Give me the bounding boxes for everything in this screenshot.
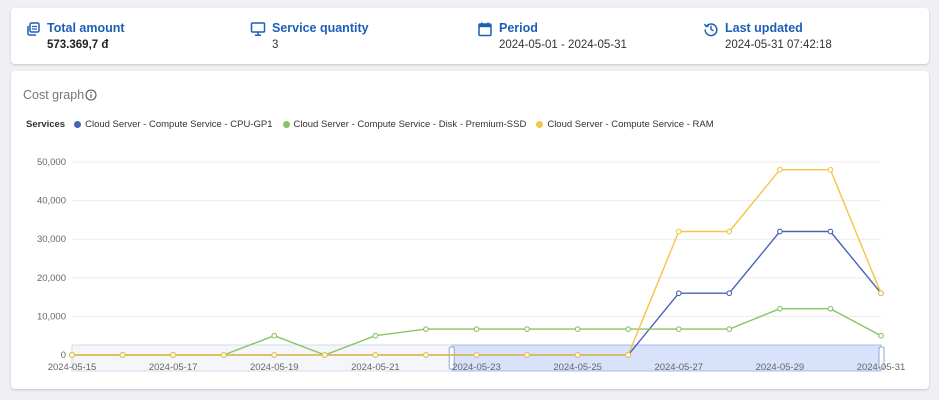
y-tick-label: 10,000 xyxy=(37,311,66,322)
period-label: Period xyxy=(499,21,538,35)
zoom-slider-selection[interactable] xyxy=(451,344,882,372)
legend-item-ram[interactable]: Cloud Server - Compute Service - RAM xyxy=(536,119,714,130)
calendar-icon xyxy=(478,22,492,37)
series-line-0 xyxy=(72,230,882,356)
series-point-2 xyxy=(321,352,328,358)
series-point-2 xyxy=(220,352,227,358)
series-point-2 xyxy=(271,352,278,358)
series-point-0 xyxy=(726,290,733,297)
monitor-icon xyxy=(250,22,266,36)
series-point-1 xyxy=(271,332,278,339)
series-point-1 xyxy=(777,305,783,312)
x-tick-label: 2024-05-27 xyxy=(654,362,703,373)
series-point-1 xyxy=(524,326,530,332)
last-updated-value: 2024-05-31 07:42:18 xyxy=(725,39,832,51)
x-tick-label: 2024-05-21 xyxy=(351,362,400,373)
service-quantity-label: Service quantity xyxy=(272,21,369,35)
x-tick-label: 2024-05-23 xyxy=(452,362,501,373)
series-point-1 xyxy=(675,326,682,332)
series-point-0 xyxy=(675,290,682,297)
series-point-0 xyxy=(827,228,834,235)
series-point-1 xyxy=(625,326,632,332)
series-point-2 xyxy=(69,352,75,358)
series-point-2 xyxy=(827,166,834,173)
info-icon[interactable] xyxy=(85,89,97,101)
y-tick-label: 50,000 xyxy=(37,157,66,168)
layers-icon xyxy=(27,22,40,36)
series-point-2 xyxy=(372,352,379,358)
total-amount-value: 573.369,7 đ xyxy=(47,39,109,51)
series-point-2 xyxy=(625,352,632,358)
service-quantity-value: 3 xyxy=(272,39,279,51)
x-tick-label: 2024-05-19 xyxy=(250,362,299,373)
history-icon xyxy=(703,23,718,37)
y-tick-label: 20,000 xyxy=(37,273,66,284)
y-tick-label: 40,000 xyxy=(37,196,66,207)
period-value: 2024-05-01 - 2024-05-31 xyxy=(499,39,627,51)
total-amount-label: Total amount xyxy=(47,21,125,35)
x-tick-label: 2024-05-29 xyxy=(756,362,805,373)
series-point-2 xyxy=(675,228,682,235)
x-tick-label: 2024-05-25 xyxy=(553,362,602,373)
series-point-2 xyxy=(726,228,733,235)
zoom-slider-end-handle[interactable] xyxy=(878,346,885,370)
x-tick-label: 2024-05-17 xyxy=(149,362,198,373)
chart-legend: Services Cloud Server - Compute Service … xyxy=(26,119,724,130)
legend-dot-cpu xyxy=(74,121,82,128)
zoom-slider-start-handle[interactable] xyxy=(448,346,455,370)
legend-label-cpu: Cloud Server - Compute Service - CPU-GP1 xyxy=(85,119,273,130)
series-point-2 xyxy=(119,352,126,358)
series-point-2 xyxy=(574,352,581,358)
series-point-2 xyxy=(777,166,783,173)
cost-line-chart: 0 10,000 20,000 30,000 40,000 50,000 2024-05-1… xyxy=(37,157,906,373)
series-point-1 xyxy=(827,305,834,312)
x-tick-label: 2024-05-15 xyxy=(48,362,97,373)
cost-graph-card: Cost graph Services Cloud Server - Compu… xyxy=(11,71,929,389)
series-point-2 xyxy=(473,352,480,358)
y-tick-label: 30,000 xyxy=(37,234,66,245)
x-tick-label: 2024-05-31 xyxy=(857,362,906,373)
y-tick-label: 0 xyxy=(61,350,66,361)
legend-dot-disk xyxy=(282,121,290,128)
series-point-1 xyxy=(372,332,379,339)
cost-graph-title: Cost graph xyxy=(23,88,85,102)
legend-title: Services xyxy=(26,119,66,130)
series-point-2 xyxy=(170,352,176,358)
series-point-0 xyxy=(777,228,783,235)
summary-card: Total amount 573.369,7 đ Service quantit… xyxy=(11,8,929,64)
series-point-2 xyxy=(423,352,429,358)
series-point-1 xyxy=(423,326,429,332)
series-point-1 xyxy=(878,332,884,339)
series-point-1 xyxy=(574,326,581,332)
series-point-2 xyxy=(878,290,884,297)
legend-label-ram: Cloud Server - Compute Service - RAM xyxy=(547,119,714,130)
series-point-1 xyxy=(473,326,480,332)
last-updated-label: Last updated xyxy=(725,21,803,35)
series-point-2 xyxy=(524,352,530,358)
series-point-1 xyxy=(726,326,733,332)
legend-item-cpu[interactable]: Cloud Server - Compute Service - CPU-GP1 xyxy=(74,119,273,130)
legend-label-disk: Cloud Server - Compute Service - Disk - … xyxy=(293,119,527,130)
legend-dot-ram xyxy=(536,121,544,128)
legend-item-disk[interactable]: Cloud Server - Compute Service - Disk - … xyxy=(282,119,527,130)
